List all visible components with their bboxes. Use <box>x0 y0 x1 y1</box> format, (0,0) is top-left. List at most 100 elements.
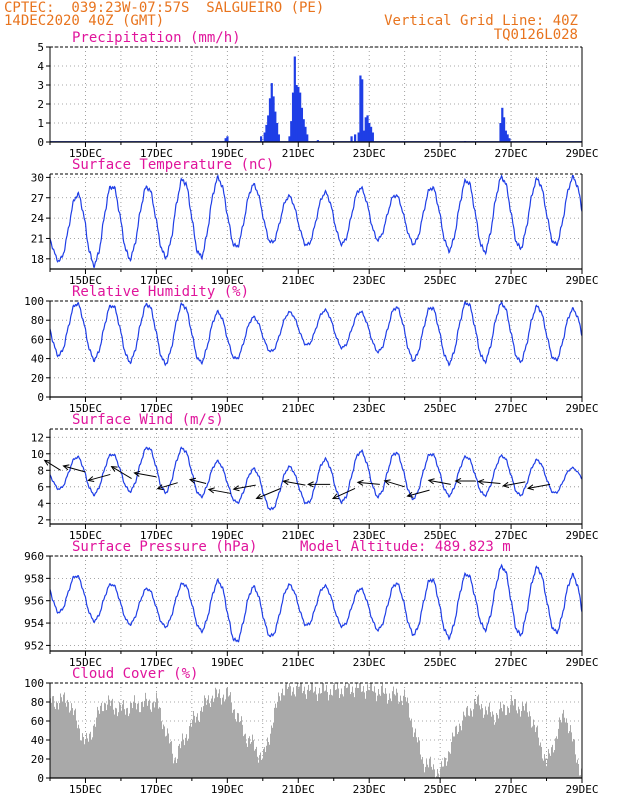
cloud-cover-column <box>58 709 59 778</box>
cloud-cover-column <box>121 710 122 778</box>
cloud-cover-column <box>531 727 532 778</box>
cloud-cover-column <box>76 720 77 778</box>
cloud-cover-column <box>576 762 577 778</box>
cloud-cover-column <box>416 737 417 778</box>
precipitation-bar <box>368 123 371 142</box>
cloud-cover-column <box>413 736 414 778</box>
cloud-cover-column <box>136 709 137 778</box>
cloud-cover-column <box>426 759 427 778</box>
cloud-cover-column <box>453 736 454 778</box>
cloud-cover-column <box>496 713 497 778</box>
cloud-cover-column <box>196 716 197 778</box>
precipitation-bar <box>291 92 295 142</box>
cloud-cover-column <box>281 693 282 778</box>
cloud-cover-column <box>56 701 57 778</box>
cloud-cover-column <box>436 776 437 778</box>
cloud-cover-column <box>410 721 411 778</box>
cloud-cover-column <box>564 717 565 778</box>
cloud-cover-column <box>373 691 374 778</box>
temperature-ytick-label: 18 <box>31 253 44 266</box>
cloud-cover-column <box>159 707 160 778</box>
cloud-cover-column <box>88 741 89 778</box>
cloud-cover-column <box>314 691 315 778</box>
cloud-cover-column <box>478 694 479 778</box>
cloud-cover-column <box>59 703 60 778</box>
cloud-cover-column <box>382 683 383 778</box>
precipitation-title: Precipitation (mm/h) <box>72 30 241 46</box>
cloud-cover-column <box>540 742 541 778</box>
cloud-cover-column <box>554 750 555 778</box>
cloud-cover-column <box>132 708 133 778</box>
wind-arrow-head <box>133 470 141 477</box>
cloud-cover-column <box>146 698 147 778</box>
cloud-cover-column <box>551 747 552 778</box>
precipitation-bar <box>226 136 229 142</box>
cloud-cover-column <box>580 775 581 778</box>
cloud-cover-column <box>391 701 392 778</box>
cloud-cover-column <box>533 719 534 778</box>
cloud-cover-column <box>349 683 350 778</box>
cloud-cover-column <box>341 688 342 778</box>
wind-arrow-head <box>502 481 510 488</box>
temperature-xtick-label: 21DEC <box>282 274 315 287</box>
cloud-cover-column <box>254 750 255 778</box>
wind-arrow-head <box>207 487 215 494</box>
cloud-cover-column <box>367 684 368 778</box>
cloud-cover-column <box>118 712 119 778</box>
precipitation-bar <box>265 124 268 142</box>
cloud-cover-column <box>185 737 186 778</box>
precipitation-bar <box>350 136 353 142</box>
cloud-cover-column <box>61 697 62 778</box>
cloud-cover-column <box>571 732 572 778</box>
pressure-xtick-label: 19DEC <box>211 656 244 669</box>
cloud-cover-column <box>263 749 264 778</box>
cloud-cover-column <box>249 736 250 778</box>
cloud-cover-column <box>283 695 284 778</box>
cloud-cover-column <box>119 702 120 778</box>
cloud-cover-column <box>456 725 457 778</box>
cloud-cover-xtick-label: 17DEC <box>140 783 173 796</box>
cloud-cover-column <box>169 743 170 778</box>
cloud-cover-column <box>167 728 168 778</box>
cloud-cover-column <box>461 730 462 778</box>
cloud-cover-column <box>560 719 561 778</box>
cloud-cover-column <box>534 724 535 778</box>
cloud-cover-column <box>417 742 418 778</box>
cloud-cover-column <box>140 712 141 778</box>
humidity-ytick-label: 20 <box>31 372 44 385</box>
wind-arrow-head <box>110 465 118 472</box>
temperature-xtick-label: 15DEC <box>69 274 102 287</box>
cloud-cover-column <box>561 722 562 778</box>
cloud-cover-column <box>287 689 288 778</box>
precipitation-bar <box>504 130 507 142</box>
wind-arrow-shaft <box>332 488 356 499</box>
precipitation-bar <box>224 138 227 142</box>
cloud-cover-column <box>385 688 386 778</box>
cloud-cover-column <box>548 749 549 778</box>
cloud-cover-column <box>94 723 95 778</box>
cloud-cover-column <box>437 769 438 778</box>
cloud-cover-title: Cloud Cover (%) <box>72 666 198 682</box>
wind-arrow-shaft <box>44 459 61 471</box>
cloud-cover-ytick-label: 80 <box>31 696 44 709</box>
cloud-cover-xtick-label: 29DEC <box>565 783 598 796</box>
precipitation-bar <box>270 83 273 142</box>
cloud-cover-column <box>240 721 241 778</box>
cloud-cover-column <box>73 715 74 778</box>
wind-arrow-shaft <box>527 483 551 489</box>
cloud-cover-column <box>256 746 257 778</box>
cloud-cover-column <box>299 686 300 778</box>
cloud-cover-column <box>154 707 155 778</box>
cloud-cover-column <box>462 721 463 778</box>
cloud-cover-column <box>577 759 578 778</box>
cloud-cover-column <box>243 736 244 778</box>
wind-arrow-shaft <box>503 481 526 487</box>
cloud-cover-column <box>480 709 481 778</box>
wind-xtick-label: 19DEC <box>211 529 244 542</box>
precipitation-bar <box>499 123 502 142</box>
cloud-cover-column <box>494 724 495 778</box>
humidity-ytick-label: 40 <box>31 353 44 366</box>
cloud-cover-column <box>288 686 289 778</box>
cloud-cover-column <box>393 686 394 778</box>
cloud-cover-column <box>542 759 543 778</box>
